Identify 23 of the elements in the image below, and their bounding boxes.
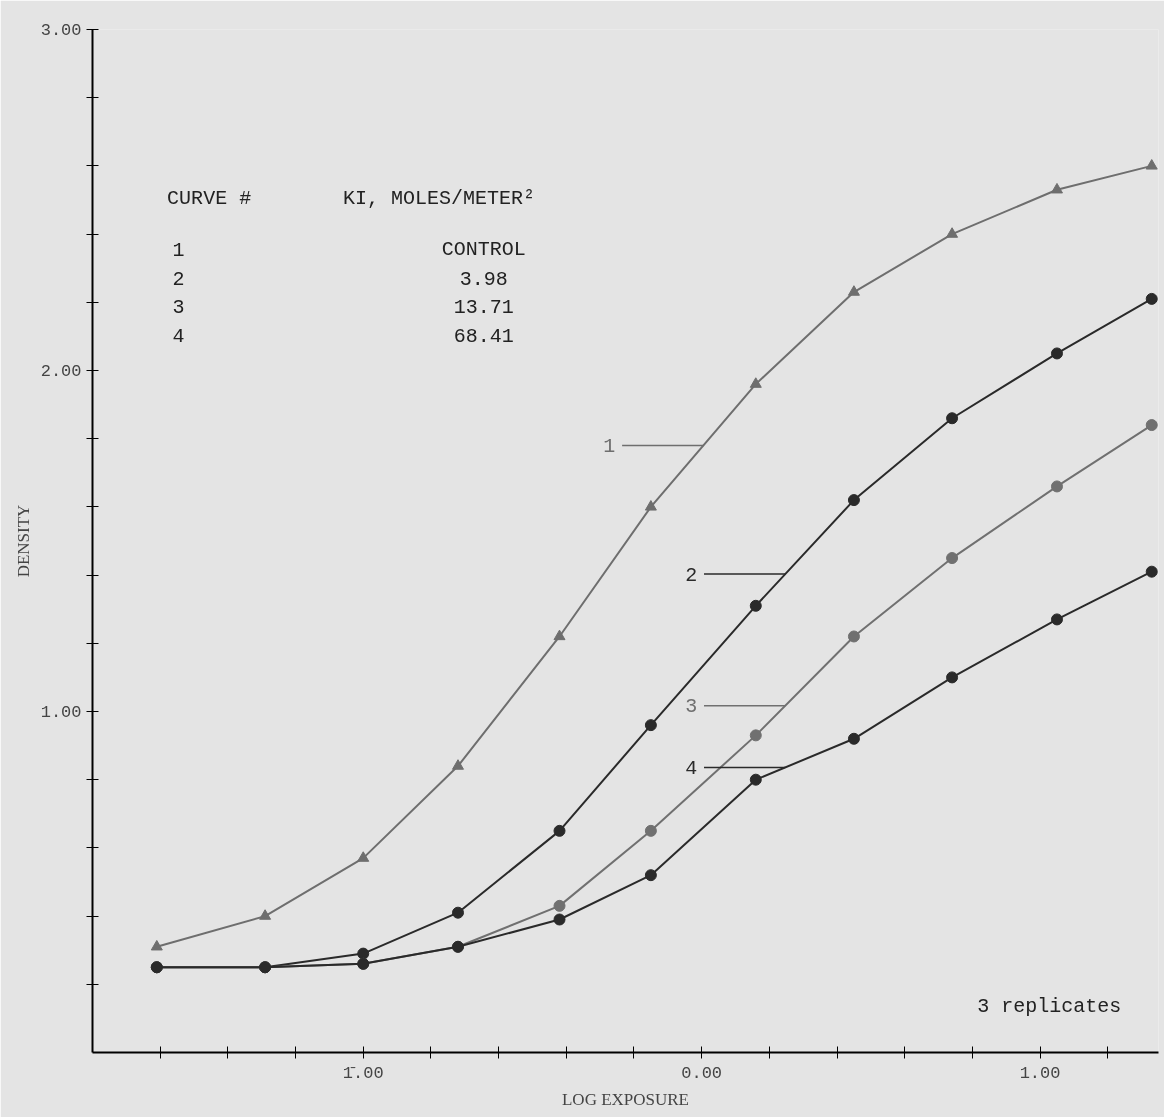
annotation: KI, MOLES/METER²: [343, 186, 536, 210]
y-tick-label: 1.00: [40, 703, 82, 722]
x-axis-title: LOG EXPOSURE: [561, 1089, 690, 1109]
annotation: 3 replicates: [977, 994, 1122, 1018]
annotation: 4: [172, 324, 185, 348]
annotation: 68.41: [453, 324, 514, 348]
x-tick-label: 0.00: [681, 1063, 723, 1083]
legend-label: 3: [685, 695, 698, 719]
y-tick-label: 3.00: [40, 21, 82, 40]
annotation: 1: [172, 238, 185, 262]
y-axis-title: DENSITY: [13, 504, 33, 578]
legend-label: 4: [685, 756, 698, 780]
annotation: 13.71: [453, 296, 514, 320]
x-tick-label: 1̄.00: [342, 1063, 384, 1083]
annotation: CONTROL: [441, 237, 526, 261]
annotation: 3.98: [459, 267, 508, 291]
annotation: CURVE #: [167, 186, 252, 210]
y-tick-label: 2.00: [40, 362, 82, 381]
x-tick-label: 1.00: [1019, 1063, 1061, 1083]
legend-label: 2: [685, 563, 698, 587]
annotation: 3: [172, 296, 185, 320]
legend-label: 1: [603, 435, 616, 459]
annotation: 2: [172, 267, 185, 291]
